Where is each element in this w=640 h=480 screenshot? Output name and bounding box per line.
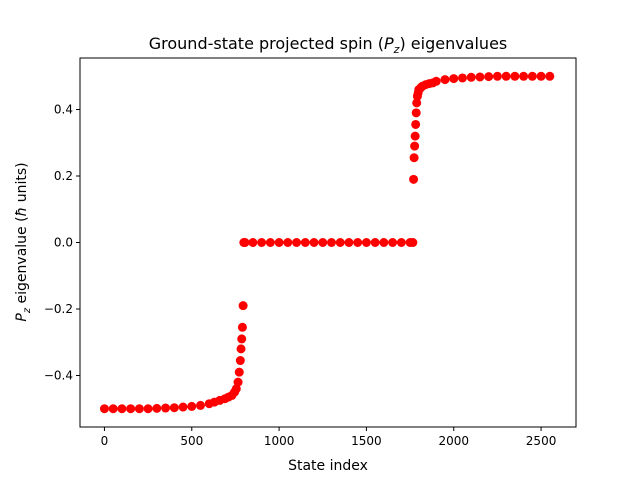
data-point [233, 377, 243, 387]
data-point [396, 238, 406, 247]
data-point [519, 71, 529, 81]
y-tick-label: 0.4 [54, 103, 73, 117]
data-point [388, 238, 398, 247]
data-point [440, 75, 450, 85]
data-point [409, 174, 419, 184]
data-point [457, 73, 467, 83]
data-point [283, 238, 293, 247]
data-point [527, 71, 537, 81]
data-point [169, 403, 179, 413]
data-point [237, 322, 247, 332]
y-axis-label: Pz eigenvalue (ħ units) [14, 162, 33, 321]
data-point [234, 367, 244, 377]
data-point [274, 238, 284, 247]
y-tick-label: −0.2 [44, 302, 73, 316]
x-tick-label: 500 [180, 434, 203, 448]
data-point [379, 238, 389, 247]
data-point [409, 153, 419, 163]
data-point [309, 238, 319, 247]
data-point [411, 119, 421, 129]
data-point [117, 404, 127, 414]
data-point [410, 141, 420, 151]
data-point [545, 71, 555, 81]
data-point [237, 334, 247, 344]
data-point [235, 356, 245, 366]
y-tick-label: 0.2 [54, 169, 73, 183]
data-point [300, 238, 310, 247]
data-point [326, 238, 336, 247]
data-point [412, 98, 422, 108]
x-tick-label: 2500 [526, 434, 557, 448]
x-tick-label: 0 [101, 434, 109, 448]
data-point [370, 238, 380, 247]
data-point [361, 238, 371, 247]
x-tick-label: 1500 [351, 434, 382, 448]
data-point [178, 402, 188, 412]
data-point [265, 238, 275, 247]
data-point [536, 71, 546, 81]
data-point [411, 108, 421, 118]
data-point [501, 71, 511, 81]
data-point [238, 301, 248, 311]
data-point [475, 72, 485, 82]
data-point [152, 403, 162, 413]
data-point [240, 238, 250, 247]
data-point [431, 76, 441, 86]
data-point [126, 404, 136, 414]
data-point [292, 238, 302, 247]
data-point [449, 74, 459, 84]
y-tick-label: 0.0 [54, 236, 73, 250]
data-point [257, 238, 267, 247]
data-point [335, 238, 345, 247]
data-point [248, 238, 258, 247]
data-point [187, 401, 197, 411]
data-points [99, 71, 555, 414]
data-point [344, 238, 354, 247]
data-point [408, 238, 418, 247]
data-point [510, 71, 520, 81]
x-tick-label: 1000 [264, 434, 295, 448]
x-tick-label: 2000 [438, 434, 469, 448]
data-point [99, 404, 109, 414]
y-axis-ticks: −0.4 −0.2 0.0 0.2 0.4 [44, 103, 80, 382]
data-point [108, 404, 118, 414]
data-point [161, 403, 171, 413]
x-axis-label: State index [288, 458, 368, 474]
data-point [196, 400, 206, 410]
data-point [353, 238, 363, 247]
data-point [318, 238, 328, 247]
data-point [134, 404, 144, 414]
data-point [466, 72, 476, 82]
data-point [236, 344, 246, 354]
data-point [410, 131, 420, 141]
x-axis-ticks: 0 500 1000 1500 2000 2500 [101, 427, 557, 448]
data-point [492, 71, 502, 81]
y-tick-label: −0.4 [44, 368, 73, 382]
data-point [143, 404, 153, 414]
data-point [484, 72, 494, 82]
chart-title: Ground-state projected spin (Pz) eigenva… [149, 34, 508, 56]
